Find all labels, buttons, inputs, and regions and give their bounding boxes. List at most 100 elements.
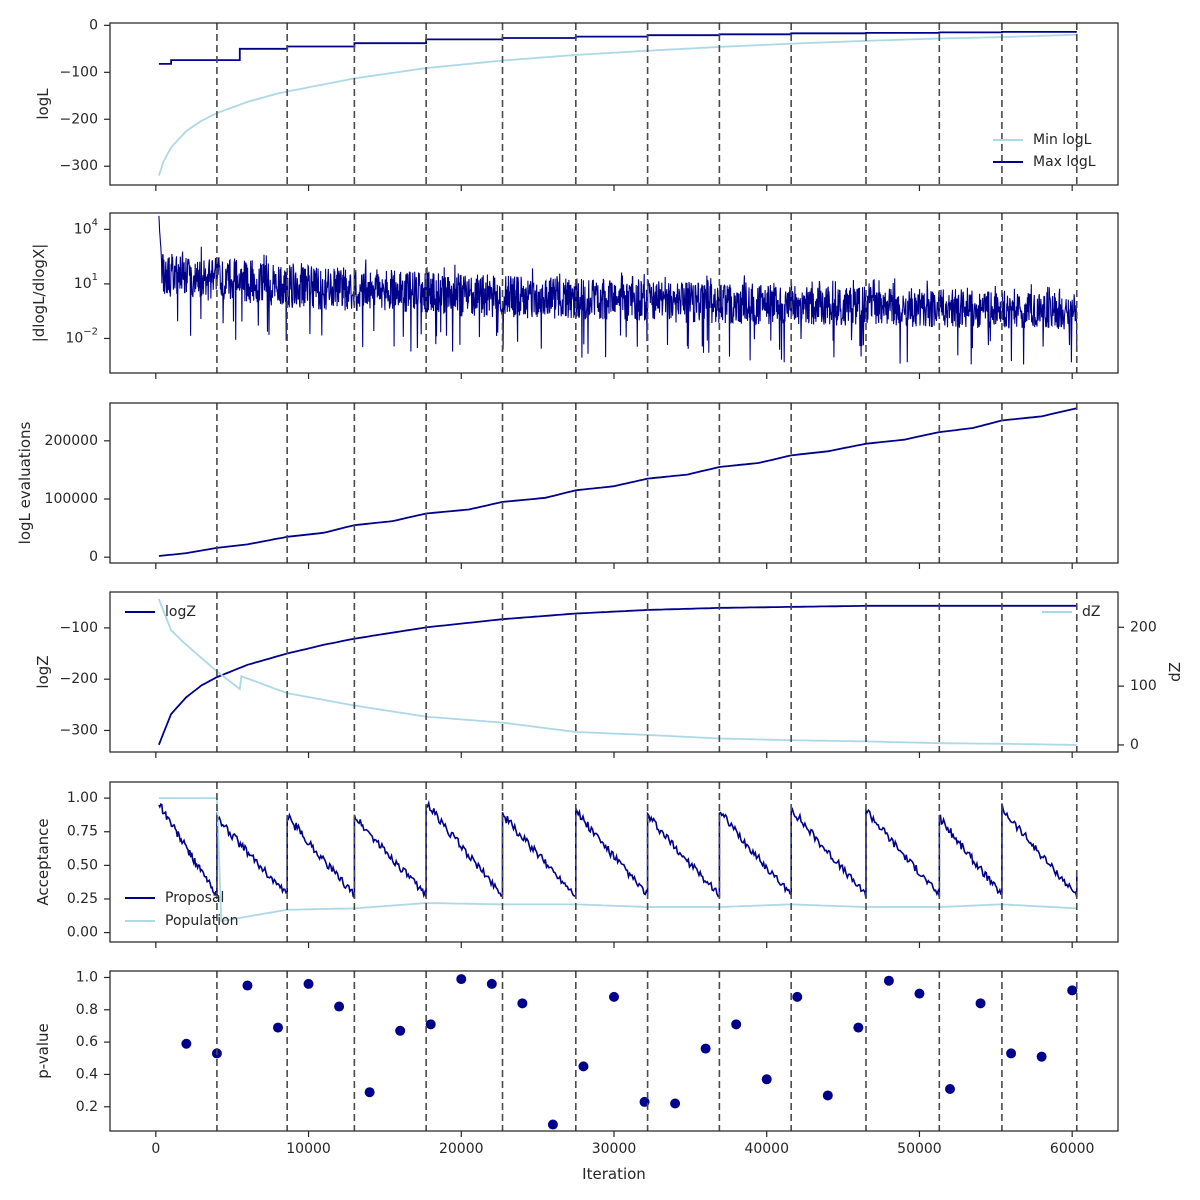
y-axis-label: logL bbox=[34, 88, 52, 120]
plot-area bbox=[158, 407, 1078, 557]
panel-1: 0 −100 −200 −300 logL Min logL Max logL bbox=[34, 17, 1119, 191]
legend-entry: Population bbox=[125, 913, 239, 929]
panel-4: −100 −200 −300 0 100 200 dZ logZ logZ dZ bbox=[34, 591, 1184, 758]
y-axis-label: Acceptance bbox=[34, 818, 52, 905]
scatter-point bbox=[181, 1038, 192, 1049]
scatter-point bbox=[517, 998, 528, 1009]
axes-frame bbox=[109, 402, 1119, 564]
scatter-point bbox=[456, 974, 467, 985]
legend-entry: Max logL bbox=[993, 154, 1096, 170]
plot-area bbox=[158, 598, 1077, 746]
plot-area bbox=[158, 797, 1078, 923]
scatter-point bbox=[945, 1083, 955, 1094]
scatter-point bbox=[670, 1098, 681, 1109]
legend-entry: dZ bbox=[1042, 604, 1100, 620]
series-line-0 bbox=[158, 407, 1078, 557]
scatter-point bbox=[425, 1019, 436, 1030]
panel-5: 1.00 0.75 0.50 0.25 0.00 Acceptance Proposal Po… bbox=[34, 781, 1119, 948]
axes-frame bbox=[109, 970, 1119, 1132]
scatter-point bbox=[1006, 1048, 1017, 1059]
x-tick-label: 10000 bbox=[286, 1141, 331, 1157]
y-tick-label: 0.6 bbox=[76, 1034, 98, 1050]
y-tick-label: 100000 bbox=[45, 491, 98, 507]
scatter-point bbox=[547, 1119, 558, 1130]
legend-label: Max logL bbox=[1033, 154, 1096, 170]
legend-entry: logZ bbox=[125, 604, 196, 620]
y-tick-label-exponent: 1 bbox=[92, 272, 98, 283]
y-tick-label: 0 bbox=[89, 549, 98, 565]
y-tick-label: −200 bbox=[60, 111, 98, 127]
legend-label: Population bbox=[165, 913, 239, 929]
scatter-point bbox=[334, 1001, 345, 1012]
scatter-point bbox=[761, 1074, 772, 1085]
axes-frame bbox=[109, 22, 1119, 186]
scatter-point bbox=[975, 998, 986, 1009]
y-axis-label: |dlogL/dlogX| bbox=[30, 244, 48, 343]
scatter-point bbox=[914, 988, 925, 999]
x-tick-label: 20000 bbox=[439, 1141, 484, 1157]
y-tick-label: 0.75 bbox=[67, 824, 98, 840]
x-tick-label: 30000 bbox=[592, 1141, 637, 1157]
x-axis-label: Iteration bbox=[582, 1165, 646, 1183]
y-tick-label: 0.2 bbox=[76, 1099, 98, 1115]
y-tick-label: −300 bbox=[60, 722, 98, 738]
y-tick-label: 0.4 bbox=[76, 1066, 98, 1082]
scatter-point bbox=[609, 991, 619, 1002]
y-tick-label-right: 100 bbox=[1130, 678, 1157, 694]
plot-area bbox=[181, 974, 1078, 1130]
series-min-logl bbox=[158, 33, 1077, 176]
y-axis-label: logZ bbox=[34, 655, 52, 688]
y-tick-label: 0.25 bbox=[67, 891, 98, 907]
series-population bbox=[158, 797, 1077, 923]
legend-label: logZ bbox=[165, 604, 196, 620]
y-tick-label: −300 bbox=[60, 158, 98, 174]
legend-label: Min logL bbox=[1033, 132, 1092, 148]
scatter-point bbox=[700, 1043, 711, 1054]
y-tick-label: −200 bbox=[60, 671, 98, 687]
y-tick-label: −100 bbox=[60, 64, 98, 80]
series-line-0 bbox=[158, 215, 1078, 365]
legend-entry: Proposal bbox=[125, 890, 224, 906]
legend-entry: Min logL bbox=[993, 132, 1092, 148]
axes-frame bbox=[109, 591, 1119, 753]
scatter-point bbox=[1067, 985, 1078, 996]
y-tick-label-right: 200 bbox=[1130, 619, 1157, 635]
panel-3: 0 100000 200000 logL evaluations bbox=[16, 402, 1119, 569]
x-tick-label: 40000 bbox=[744, 1141, 789, 1157]
scatter-point bbox=[578, 1061, 589, 1072]
y-axis-label: logL evaluations bbox=[16, 421, 34, 544]
y-tick-label: 10−2 bbox=[65, 326, 98, 346]
legend-label: dZ bbox=[1082, 604, 1100, 620]
y-tick-label-exponent: −2 bbox=[83, 326, 98, 337]
x-tick-label: 60000 bbox=[1050, 1141, 1095, 1157]
panel-2: 104 101 10−2 |dlogL/dlogX| bbox=[30, 212, 1119, 379]
y-axis-label: p-value bbox=[34, 1023, 52, 1079]
legend-label: Proposal bbox=[165, 890, 224, 906]
y-tick-label: 200000 bbox=[45, 433, 98, 449]
scatter-point bbox=[486, 978, 497, 989]
y-tick-label: 0.8 bbox=[76, 1002, 98, 1018]
y-tick-label: 1.0 bbox=[76, 969, 98, 985]
scatter-point bbox=[395, 1025, 406, 1036]
y-tick-label-exponent: 4 bbox=[92, 217, 98, 228]
plot-area bbox=[158, 215, 1078, 365]
axes-frame bbox=[109, 212, 1119, 374]
y-tick-label: 1.00 bbox=[67, 790, 98, 806]
series-dz bbox=[158, 598, 1077, 746]
panel-6: 1.0 0.8 0.6 0.4 0.2 p-value bbox=[34, 969, 1119, 1137]
x-tick-label: 50000 bbox=[897, 1141, 942, 1157]
scatter-point bbox=[242, 980, 253, 991]
x-tick-label: 0 bbox=[151, 1141, 160, 1157]
scatter-point bbox=[822, 1090, 833, 1101]
y-tick-label: 0 bbox=[89, 17, 98, 33]
scatter-point bbox=[883, 975, 894, 986]
series-logz bbox=[158, 604, 1077, 746]
y-tick-label: −100 bbox=[60, 620, 98, 636]
y-tick-label: 0.00 bbox=[67, 925, 98, 941]
scatter-point bbox=[364, 1087, 375, 1098]
scatter-point bbox=[853, 1022, 864, 1033]
y-axis-label-right: dZ bbox=[1166, 662, 1184, 682]
scatter-point bbox=[1036, 1051, 1047, 1062]
series-proposal bbox=[158, 799, 1078, 900]
